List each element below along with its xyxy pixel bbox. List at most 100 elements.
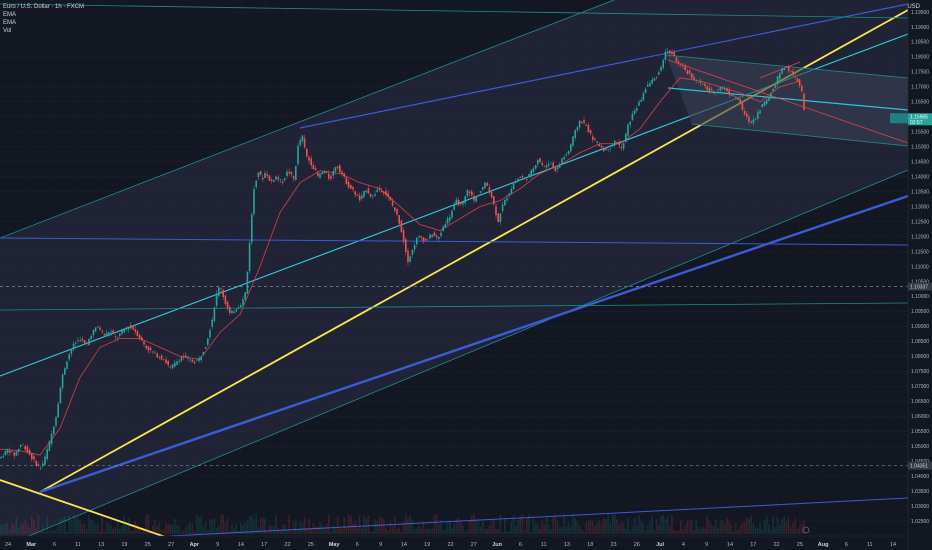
candle-body — [105, 332, 108, 337]
volume-bar — [620, 522, 623, 534]
candle-body — [308, 156, 310, 161]
candle-body — [295, 166, 297, 180]
candle-body — [125, 327, 128, 330]
x-tick-label: 14 — [401, 542, 407, 548]
volume-bar — [589, 520, 592, 534]
y-tick-label: 1.07000 — [911, 384, 929, 390]
candle-body — [242, 299, 244, 306]
volume-bar — [539, 528, 541, 534]
legend-ema-1[interactable]: EMA — [3, 12, 17, 18]
volume-bar — [15, 518, 18, 534]
volume-bar — [497, 529, 499, 534]
legend-volume[interactable]: Vol — [3, 28, 12, 34]
volume-bar — [695, 520, 697, 534]
candle-body — [429, 234, 431, 239]
candle-body — [92, 330, 95, 336]
volume-bar — [537, 524, 539, 534]
volume-bar — [651, 516, 653, 534]
volume-bar — [321, 525, 323, 534]
candle-body — [367, 188, 370, 194]
volume-bar — [433, 515, 436, 534]
volume-bar — [312, 523, 315, 534]
candle-body — [299, 140, 301, 146]
volume-bar — [163, 530, 165, 534]
volume-bar — [310, 528, 312, 534]
volume-bar — [64, 516, 66, 534]
candle-body — [50, 433, 53, 444]
candle-body — [405, 239, 407, 253]
volume-bar — [429, 529, 431, 534]
candle-body — [565, 154, 568, 155]
candle-body — [563, 156, 565, 160]
volume-bar — [592, 521, 594, 534]
volume-bar — [347, 514, 350, 534]
candle-body — [354, 191, 356, 195]
candle-body — [671, 51, 673, 55]
candle-body — [413, 245, 416, 250]
volume-bar — [242, 524, 244, 534]
candle-body — [721, 87, 724, 89]
volume-bar — [286, 530, 288, 534]
volume-bar — [290, 531, 293, 534]
x-axis[interactable]: 24 Mar 6 11 13 19 25 27 Apr 9 14 17 22 25 May 6 9 14 19 22 2… — [5, 542, 896, 548]
volume-bar — [552, 517, 554, 534]
volume-bar — [257, 526, 260, 534]
volume-bar — [167, 523, 169, 534]
y-tick-label: 1.17500 — [911, 70, 929, 76]
volume-bar — [440, 519, 442, 534]
volume-bar — [534, 522, 537, 534]
y-tick-label: 1.19000 — [911, 25, 929, 31]
volume-bar — [149, 531, 152, 534]
candle-body — [152, 351, 154, 353]
volume-bar — [383, 518, 385, 534]
volume-bar — [737, 529, 739, 534]
volume-bar — [31, 516, 33, 534]
volume-bar — [185, 526, 187, 534]
candle-body — [64, 368, 66, 375]
volume-bar — [482, 521, 484, 534]
volume-bar — [202, 526, 205, 534]
candle-body — [211, 319, 213, 327]
volume-bar — [519, 516, 521, 534]
volume-bar — [506, 531, 508, 534]
volume-bar — [517, 519, 519, 534]
candle-body — [350, 184, 352, 189]
candle-body — [251, 214, 253, 243]
wedge-bottom — [691, 123, 908, 147]
volume-bar — [174, 518, 176, 534]
volume-bar — [708, 521, 711, 534]
volume-bar — [785, 521, 788, 534]
volume-bar — [81, 524, 84, 534]
y-axis[interactable]: 1.19500 1.19000 1.18500 1.18000 1.17500 1.170… — [911, 10, 929, 525]
volume-bar — [669, 525, 671, 534]
candle-body — [156, 353, 158, 358]
volume-bar — [169, 524, 172, 534]
volume-bar — [418, 525, 420, 534]
volume-bar — [259, 517, 262, 534]
volume-bar — [642, 523, 645, 534]
candle-body — [495, 206, 497, 216]
y-tick-label: 1.18500 — [911, 40, 929, 46]
candle-body — [510, 188, 513, 194]
y-tick-label: 1.11000 — [911, 264, 929, 270]
volume-bar — [449, 520, 451, 534]
candle-body — [231, 310, 233, 313]
candle-body — [717, 89, 719, 91]
legend-ema-2[interactable]: EMA — [3, 20, 17, 26]
symbol-title[interactable]: Euro / U.S. Dollar · 1h · FXCM — [3, 4, 85, 10]
candle-body — [743, 111, 746, 115]
y-tick-label: 1.05500 — [911, 429, 929, 435]
candle-body — [163, 359, 165, 360]
volume-bar — [330, 530, 332, 534]
volume-bar — [108, 523, 110, 534]
volume-bar — [420, 527, 422, 534]
candle-body — [605, 147, 607, 151]
candle-body — [732, 95, 735, 97]
candle-body — [688, 70, 691, 74]
volume-bar — [625, 529, 627, 534]
candle-body — [400, 220, 403, 233]
volume-bar — [530, 531, 532, 534]
volume-bar — [671, 515, 673, 534]
candle-body — [618, 141, 620, 146]
